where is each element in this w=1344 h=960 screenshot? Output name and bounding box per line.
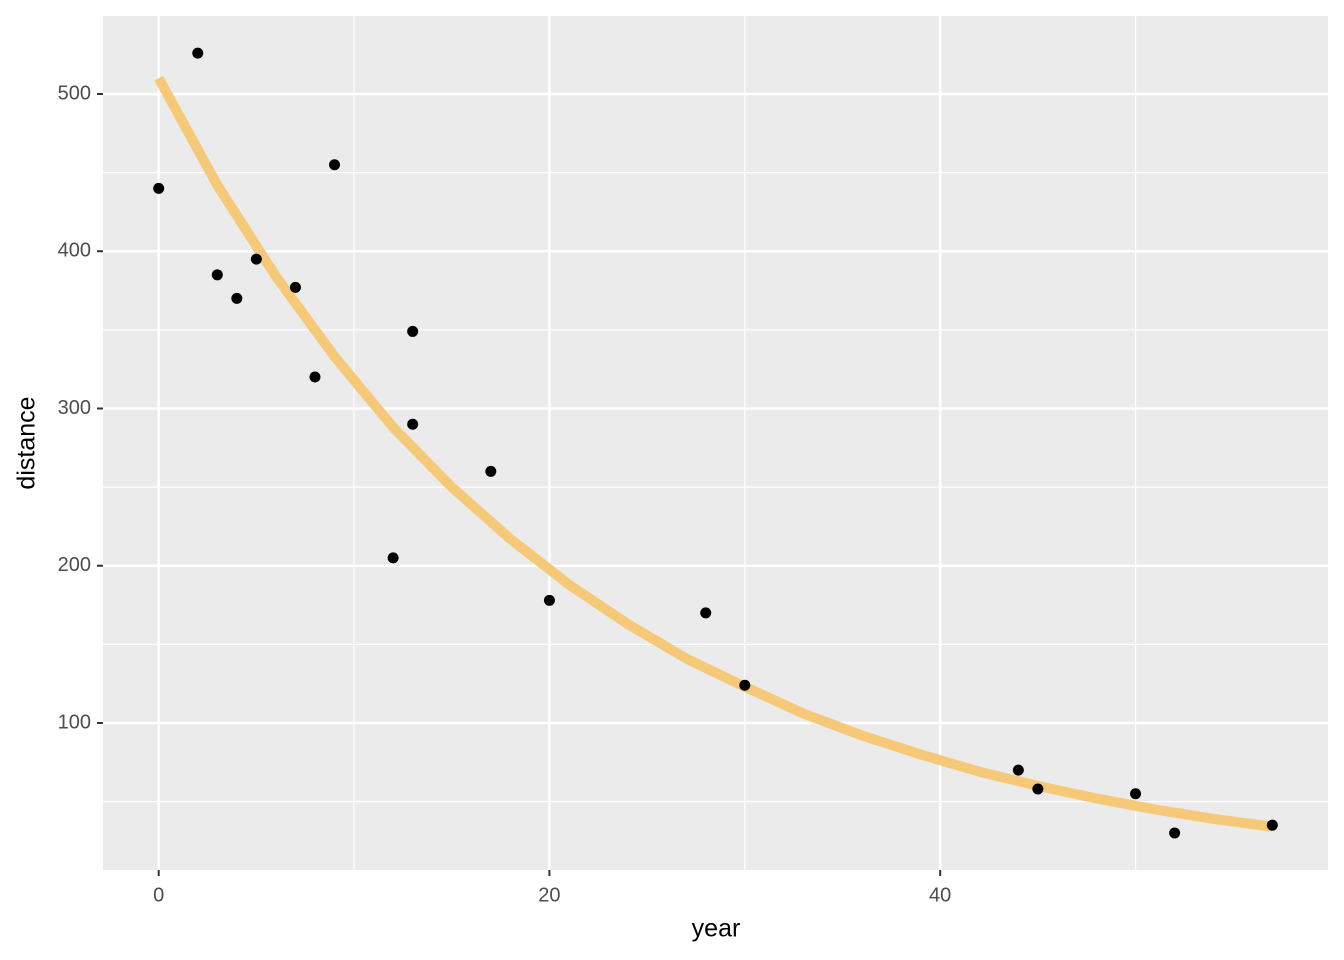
x-tick-label: 40 bbox=[929, 884, 951, 906]
y-axis-title: distance bbox=[13, 396, 41, 489]
point bbox=[387, 552, 399, 564]
point bbox=[309, 371, 321, 383]
point bbox=[700, 607, 712, 619]
point bbox=[1169, 827, 1181, 839]
x-tick-label: 0 bbox=[153, 884, 164, 906]
point bbox=[1032, 783, 1044, 795]
point bbox=[1266, 819, 1278, 831]
fit-line bbox=[154, 75, 1273, 832]
point bbox=[1130, 788, 1142, 800]
y-tick-label: 300 bbox=[58, 397, 91, 419]
point bbox=[407, 325, 419, 337]
y-tick-label: 200 bbox=[58, 554, 91, 576]
panel bbox=[103, 16, 1328, 870]
x-axis-title: year bbox=[692, 915, 741, 943]
point bbox=[153, 182, 165, 194]
point bbox=[329, 159, 341, 171]
point bbox=[192, 47, 204, 59]
point bbox=[543, 594, 555, 606]
point bbox=[407, 418, 419, 430]
y-tick-label: 400 bbox=[58, 240, 91, 262]
x-tick-label: 20 bbox=[538, 884, 560, 906]
y-tick-label: 100 bbox=[58, 711, 91, 733]
point bbox=[739, 679, 751, 691]
point bbox=[231, 292, 243, 304]
point bbox=[250, 253, 262, 265]
point bbox=[289, 281, 301, 293]
point bbox=[211, 269, 223, 281]
point bbox=[485, 465, 497, 477]
point bbox=[1012, 764, 1024, 776]
y-tick-label: 500 bbox=[58, 82, 91, 104]
